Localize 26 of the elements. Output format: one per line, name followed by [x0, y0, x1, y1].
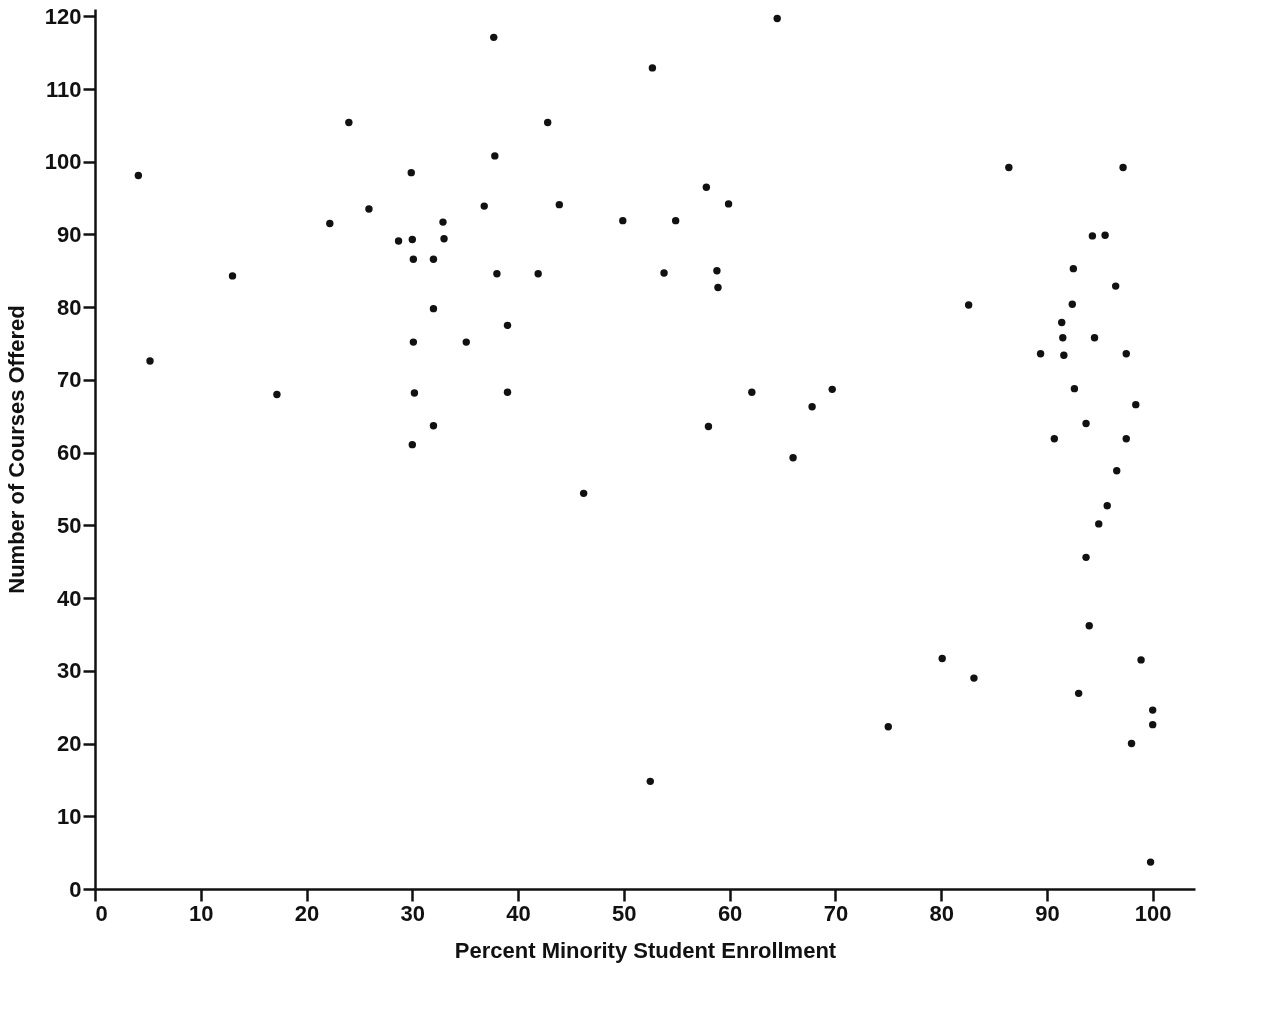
- y-tick-label: 110: [46, 76, 82, 102]
- x-tick-label: 30: [400, 900, 426, 926]
- x-tick-label: 60: [717, 900, 743, 926]
- y-tick-label: 60: [57, 440, 82, 466]
- x-tick-label: 10: [189, 900, 214, 926]
- x-tick-label: 0: [95, 900, 108, 926]
- x-tick-label: 40: [506, 900, 531, 926]
- y-tick-label: 80: [57, 294, 82, 320]
- y-tick-label: 0: [69, 876, 82, 902]
- x-axis-title: Percent Minority Student Enrollment: [454, 937, 837, 963]
- y-tick-label: 100: [44, 149, 82, 175]
- y-tick-label: 90: [57, 221, 82, 247]
- y-tick-label: 20: [57, 731, 82, 757]
- x-tick-label: 80: [929, 900, 954, 926]
- y-tick-label: 40: [57, 585, 82, 611]
- x-tick-label: 90: [1035, 900, 1060, 926]
- x-tick-label: 70: [823, 900, 849, 926]
- x-tick-label: 100: [1134, 900, 1172, 926]
- y-axis-title: Number of Courses Offered: [3, 305, 29, 594]
- y-tick-label: 10: [57, 803, 82, 829]
- y-tick-label: 50: [57, 512, 82, 538]
- y-tick-label: 70: [57, 367, 82, 393]
- x-tick-label: 20: [294, 900, 320, 926]
- y-tick-label: 30: [57, 658, 82, 684]
- y-tick-label: 120: [44, 3, 82, 29]
- x-tick-label: 50: [612, 900, 637, 926]
